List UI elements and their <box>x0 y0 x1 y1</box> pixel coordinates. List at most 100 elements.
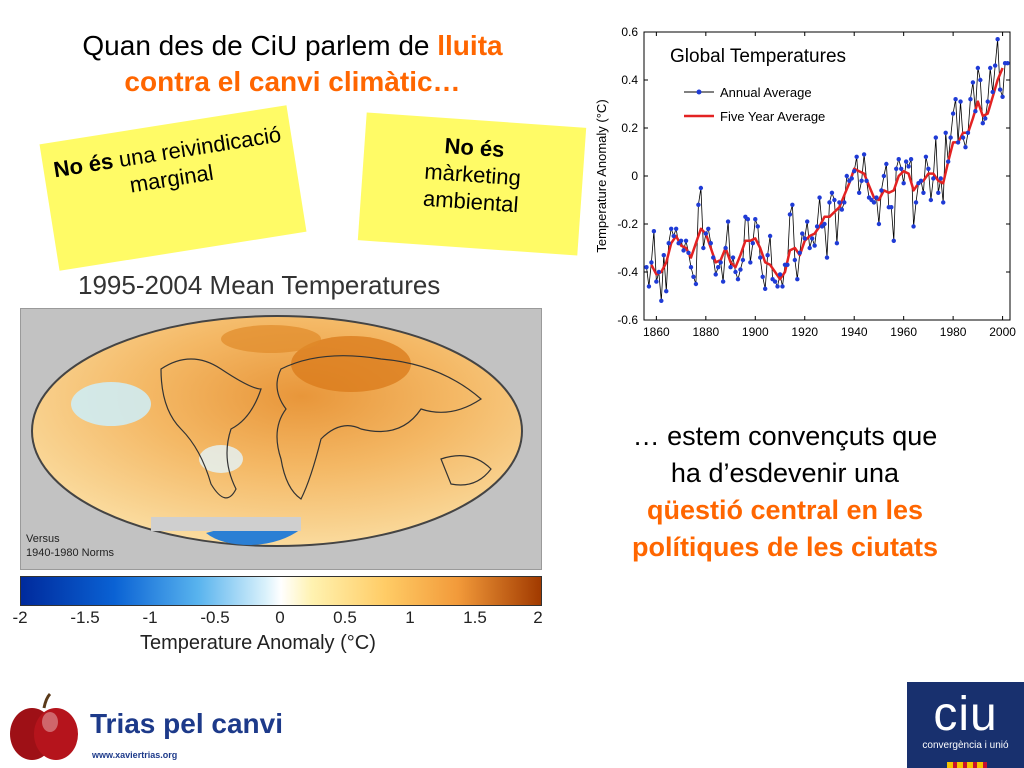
chart-plot-area <box>643 31 1011 321</box>
annual-average-point <box>822 221 827 227</box>
annual-average-point <box>948 135 953 140</box>
conviction-line-2: ha d’esdevenir una <box>670 458 900 488</box>
annual-average-point <box>753 217 758 222</box>
annual-average-point <box>849 176 854 181</box>
annual-average-point <box>666 241 671 246</box>
annual-average-point <box>656 269 662 275</box>
annual-average-point <box>945 159 951 164</box>
annual-average-point <box>644 265 649 270</box>
annual-average-point <box>659 298 664 303</box>
annual-average-point <box>802 236 807 241</box>
annual-average-point <box>903 159 909 164</box>
annual-average-point <box>898 166 904 171</box>
annual-average-point <box>859 178 864 183</box>
headline: Quan des de CiU parlem de lluita contra … <box>20 28 565 100</box>
annual-average-point <box>973 109 978 114</box>
annual-average-point <box>963 145 968 150</box>
annual-average-point <box>918 178 924 183</box>
annual-average-point <box>711 255 716 260</box>
annual-average-point <box>673 226 679 231</box>
annual-average-point <box>975 65 981 71</box>
annual-average-point <box>856 190 862 195</box>
chart-y-ticks: 0.6 0.4 0.2 0 -0.2 -0.4 -0.6 <box>617 25 1010 327</box>
annual-average-point <box>683 238 689 243</box>
annual-average-point <box>809 236 815 241</box>
annual-average-point <box>772 279 778 284</box>
annual-average-point <box>861 152 867 157</box>
annual-average-point <box>661 253 666 258</box>
annual-average-point <box>762 286 768 291</box>
legend-five-year: Five Year Average <box>720 109 825 124</box>
annual-average-point <box>950 111 956 116</box>
brand-url[interactable]: www.xaviertrias.org <box>92 750 178 760</box>
map-cool-region-pacific <box>71 382 151 426</box>
annual-average-point <box>842 200 847 205</box>
annual-average-point <box>913 200 919 205</box>
annual-average-point <box>953 97 958 102</box>
note-marginal-bold: No és <box>51 148 115 183</box>
annual-average-point <box>713 272 718 277</box>
colorbar-tick: 0.5 <box>333 608 357 627</box>
annual-average-point <box>871 200 877 205</box>
annual-average-point <box>923 154 929 159</box>
annual-average-point <box>891 238 896 243</box>
chart-ylabel: Temperature Anomaly (°C) <box>594 99 609 252</box>
annual-average-point <box>765 253 770 258</box>
annual-average-point <box>691 274 696 279</box>
annual-average-point <box>795 277 800 282</box>
legend-annual: Annual Average <box>720 85 812 100</box>
annual-average-point <box>706 226 711 231</box>
y-tick-label: -0.4 <box>617 265 638 279</box>
annual-average-point <box>649 260 654 265</box>
headline-highlight-2: contra el canvi climàtic… <box>124 66 461 97</box>
map-cool-region-atlantic <box>199 445 243 473</box>
map-gray-band <box>151 517 301 531</box>
annual-average-point <box>748 260 753 265</box>
annual-average-point <box>970 80 976 85</box>
x-tick-label: 1860 <box>643 325 670 339</box>
annual-average-point <box>671 233 676 239</box>
map-title: 1995-2004 Mean Temperatures <box>78 270 441 300</box>
annual-average-point <box>884 161 889 167</box>
annual-average-point <box>908 157 914 162</box>
annual-average-point <box>669 226 674 231</box>
annual-average-point <box>681 248 686 253</box>
annual-average-point <box>938 176 943 181</box>
annual-average-point <box>943 130 948 135</box>
annual-average-point <box>715 265 721 270</box>
annual-average-point <box>824 255 830 260</box>
colorbar <box>20 576 542 606</box>
annual-average-point <box>827 200 832 205</box>
annual-average-point <box>740 257 746 263</box>
annual-average-point <box>678 238 684 243</box>
annual-average-point <box>701 245 706 251</box>
annual-average-point <box>758 255 763 260</box>
annual-average-point <box>817 195 822 200</box>
annual-average-point <box>730 255 736 260</box>
annual-average-point <box>894 166 899 171</box>
annual-average-point <box>936 190 941 195</box>
map-coastlines <box>160 355 492 500</box>
chart-series <box>644 37 1010 303</box>
annual-average-point <box>921 190 926 195</box>
annual-average-point <box>767 233 773 239</box>
x-tick-label: 1920 <box>791 325 818 339</box>
annual-average-point <box>906 164 911 169</box>
annual-average-point <box>797 250 802 255</box>
annual-average-point <box>829 190 835 195</box>
colorbar-tick: -1 <box>142 608 158 627</box>
annual-average-point <box>874 195 879 200</box>
annual-average-point <box>688 265 694 270</box>
annual-average-point <box>983 116 988 121</box>
annual-average-point <box>805 219 810 224</box>
y-tick-label: -0.2 <box>617 217 638 231</box>
annual-average-point <box>708 241 713 246</box>
annual-average-point <box>728 265 733 270</box>
annual-average-point <box>844 173 849 179</box>
annual-average-point <box>911 224 916 229</box>
annual-average-point <box>852 169 857 174</box>
five-year-average-line <box>650 67 1004 281</box>
world-map-image <box>31 315 523 547</box>
annual-average-point <box>958 99 963 104</box>
colorbar-tick: 0 <box>275 608 285 627</box>
